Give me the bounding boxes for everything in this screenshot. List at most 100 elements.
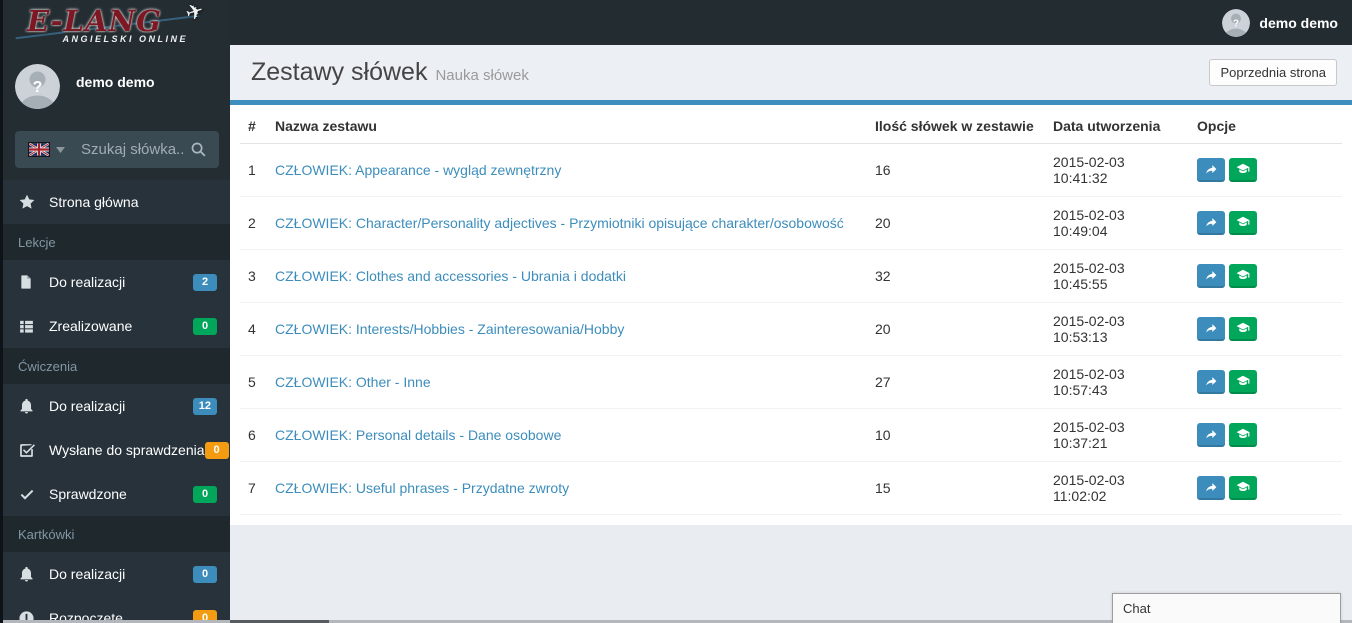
word-set-link[interactable]: CZŁOWIEK: Clothes and accessories - Ubra… (275, 268, 626, 284)
count-badge: 0 (193, 317, 217, 335)
row-number: 3 (240, 249, 267, 303)
topbar-username: demo demo (1259, 14, 1338, 31)
share-set-button[interactable] (1197, 370, 1225, 394)
share-set-button[interactable] (1197, 158, 1225, 182)
learn-set-button[interactable] (1229, 317, 1257, 341)
share-arrow-icon (1205, 376, 1216, 385)
word-count: 16 (867, 143, 1045, 197)
sidebar-section-kartkowki: Kartkówki (3, 516, 230, 552)
sidebar-item-sprawdzone[interactable]: Sprawdzone 0 (3, 472, 230, 516)
word-search-box (15, 131, 219, 168)
svg-text:?: ? (1233, 18, 1239, 29)
word-set-link[interactable]: CZŁOWIEK: Personal details - Dane osobow… (275, 427, 562, 443)
share-arrow-icon (1205, 482, 1216, 491)
word-set-link[interactable]: CZŁOWIEK: Appearance - wygląd zewnętrzny (275, 162, 562, 178)
word-count: 32 (867, 249, 1045, 303)
word-set-link[interactable]: CZŁOWIEK: Character/Personality adjectiv… (275, 215, 844, 231)
learn-set-button[interactable] (1229, 476, 1257, 500)
star-icon (18, 193, 38, 211)
topbar-user-menu[interactable]: ? demo demo (1222, 0, 1338, 45)
check-icon (18, 486, 38, 502)
word-count: 20 (867, 196, 1045, 250)
plane-icon: ✈ (183, 0, 208, 27)
created-date: 2015-02-03 10:53:13 (1045, 302, 1189, 356)
user-avatar-icon: ? (1222, 8, 1251, 37)
brand-title: E-LANG (27, 4, 162, 38)
created-date: 2015-02-03 10:49:04 (1045, 196, 1189, 250)
search-input[interactable] (65, 141, 190, 158)
table-row: 2 CZŁOWIEK: Character/Personality adject… (240, 196, 1342, 250)
col-header-options: Opcje (1189, 109, 1342, 144)
row-number: 1 (240, 143, 267, 197)
sidebar-item-home[interactable]: Strona główna (3, 180, 230, 224)
learn-set-button[interactable] (1229, 264, 1257, 288)
horizontal-scrollbar-track[interactable] (3, 620, 1352, 623)
word-count: 20 (867, 302, 1045, 356)
graduation-cap-icon (1236, 375, 1250, 385)
sidebar-item-label: Sprawdzone (49, 486, 127, 502)
graduation-cap-icon (1236, 216, 1250, 226)
table-header-row: # Nazwa zestawu Ilość słówek w zestawie … (240, 109, 1342, 144)
sidebar: E-LANG ✈ ANGIELSKI ONLINE ? demo demo (3, 0, 230, 623)
count-badge: 12 (192, 397, 217, 415)
sidebar-item-cwiczenia-do-realizacji[interactable]: Do realizacji 12 (3, 384, 230, 428)
created-date: 2015-02-03 10:57:43 (1045, 355, 1189, 409)
count-badge: 0 (193, 609, 217, 623)
chat-widget[interactable]: Chat (1112, 593, 1341, 623)
table-row: 1 CZŁOWIEK: Appearance - wygląd zewnętrz… (240, 143, 1342, 197)
row-number: 7 (240, 461, 267, 515)
word-count: 27 (867, 355, 1045, 409)
search-submit-button[interactable] (190, 141, 207, 158)
search-language-dropdown[interactable] (29, 143, 65, 156)
share-set-button[interactable] (1197, 423, 1225, 447)
word-set-link[interactable]: CZŁOWIEK: Useful phrases - Przydatne zwr… (275, 480, 570, 496)
brand-logo[interactable]: E-LANG ✈ ANGIELSKI ONLINE (3, 0, 230, 52)
list-icon (18, 318, 38, 335)
learn-set-button[interactable] (1229, 370, 1257, 394)
created-date: 2015-02-03 10:41:32 (1045, 143, 1189, 197)
content-header: Zestawy słówek Nauka słówek Poprzednia st… (230, 45, 1352, 105)
learn-set-button[interactable] (1229, 423, 1257, 447)
share-arrow-icon (1205, 323, 1216, 332)
horizontal-scrollbar-thumb[interactable] (230, 620, 329, 623)
created-date: 2015-02-03 11:02:02 (1045, 461, 1189, 515)
table-row: 6 CZŁOWIEK: Personal details - Dane osob… (240, 408, 1342, 462)
learn-set-button[interactable] (1229, 158, 1257, 182)
count-badge: 2 (193, 273, 217, 291)
sidebar-item-rozpoczete[interactable]: Rozpoczęte 0 (3, 596, 230, 623)
brand-subtitle: ANGIELSKI ONLINE (62, 34, 188, 44)
word-set-link[interactable]: CZŁOWIEK: Interests/Hobbies - Zaintereso… (275, 321, 625, 337)
row-number: 4 (240, 302, 267, 356)
created-date: 2015-02-03 10:37:21 (1045, 408, 1189, 462)
sidebar-item-label: Do realizacji (49, 398, 126, 414)
sidebar-user-panel: ? demo demo (3, 52, 230, 119)
word-set-link[interactable]: CZŁOWIEK: Other - Inne (275, 374, 431, 390)
sidebar-item-wyslane-do-sprawdzenia[interactable]: Wysłane do sprawdzenia 0 (3, 428, 230, 472)
svg-text:?: ? (33, 79, 43, 96)
sidebar-item-label: Strona główna (49, 194, 139, 210)
table-row: 7 CZŁOWIEK: Useful phrases - Przydatne z… (240, 461, 1342, 515)
search-icon (191, 142, 206, 157)
sidebar-item-zrealizowane[interactable]: Zrealizowane 0 (3, 304, 230, 348)
sidebar-username: demo demo (76, 74, 155, 90)
sidebar-item-kartkowki-do-realizacji[interactable]: Do realizacji 0 (3, 552, 230, 596)
word-sets-table: # Nazwa zestawu Ilość słówek w zestawie … (240, 109, 1342, 515)
share-set-button[interactable] (1197, 317, 1225, 341)
sidebar-item-lekcje-do-realizacji[interactable]: Do realizacji 2 (3, 260, 230, 304)
graduation-cap-icon (1236, 269, 1250, 279)
graduation-cap-icon (1236, 163, 1250, 173)
count-badge: 0 (193, 565, 217, 583)
sidebar-menu: Strona główna Lekcje Do realizacji 2 Zre… (3, 180, 230, 623)
caret-down-icon (56, 146, 65, 153)
share-set-button[interactable] (1197, 264, 1225, 288)
share-arrow-icon (1205, 270, 1216, 279)
check-square-icon (18, 442, 38, 459)
previous-page-button[interactable]: Poprzednia strona (1209, 59, 1337, 86)
created-date: 2015-02-03 10:45:55 (1045, 249, 1189, 303)
learn-set-button[interactable] (1229, 211, 1257, 235)
page-title: Zestawy słówek (251, 58, 428, 86)
share-set-button[interactable] (1197, 476, 1225, 500)
bell-icon (18, 565, 38, 583)
share-set-button[interactable] (1197, 211, 1225, 235)
main-content: Zestawy słówek Nauka słówek Poprzednia st… (230, 45, 1352, 623)
